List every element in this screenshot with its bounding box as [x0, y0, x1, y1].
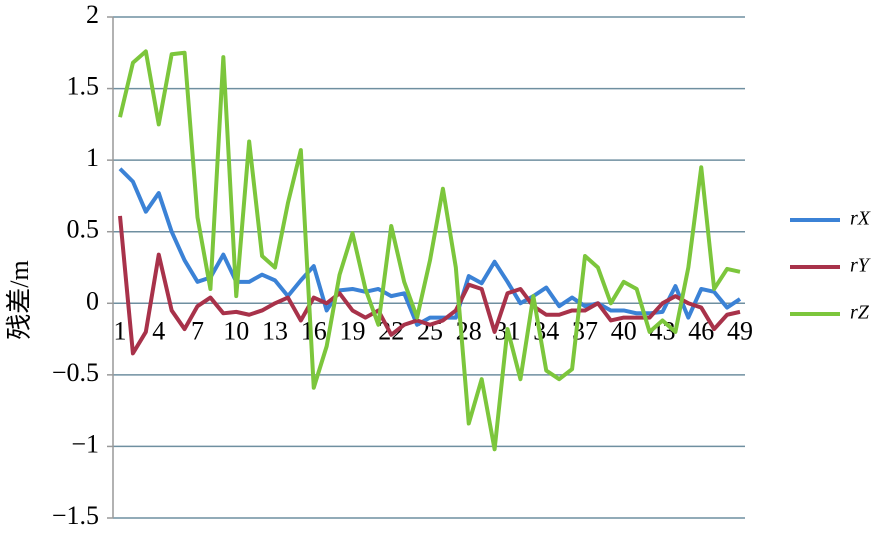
legend-label: rY: [850, 255, 871, 277]
y-tick-label: −0.5: [52, 358, 99, 387]
y-axis-label: 残差/m: [5, 260, 34, 339]
x-tick-label: 13: [262, 316, 288, 345]
y-tick-label: −1: [71, 429, 99, 458]
x-tick-label: 19: [340, 316, 366, 345]
y-tick-label: 2: [86, 0, 99, 29]
y-tick-label: 1: [86, 143, 99, 172]
x-tick-label: 49: [727, 316, 753, 345]
x-tick-label: 16: [301, 316, 327, 345]
y-tick-label: 1.5: [67, 72, 100, 101]
x-tick-label: 7: [191, 316, 204, 345]
x-tick-label: 4: [152, 316, 165, 345]
series-line: [118, 49, 741, 452]
y-tick-label: −1.5: [52, 501, 99, 530]
legend-label: rZ: [850, 302, 870, 324]
y-tick-label: 0: [86, 286, 99, 315]
x-tick-label: 10: [223, 316, 249, 345]
series-line: [118, 167, 742, 327]
legend-label: rX: [850, 208, 871, 230]
series-line: [118, 215, 741, 356]
y-tick-label: 0.5: [67, 215, 100, 244]
x-tick-label: 1: [114, 316, 127, 345]
